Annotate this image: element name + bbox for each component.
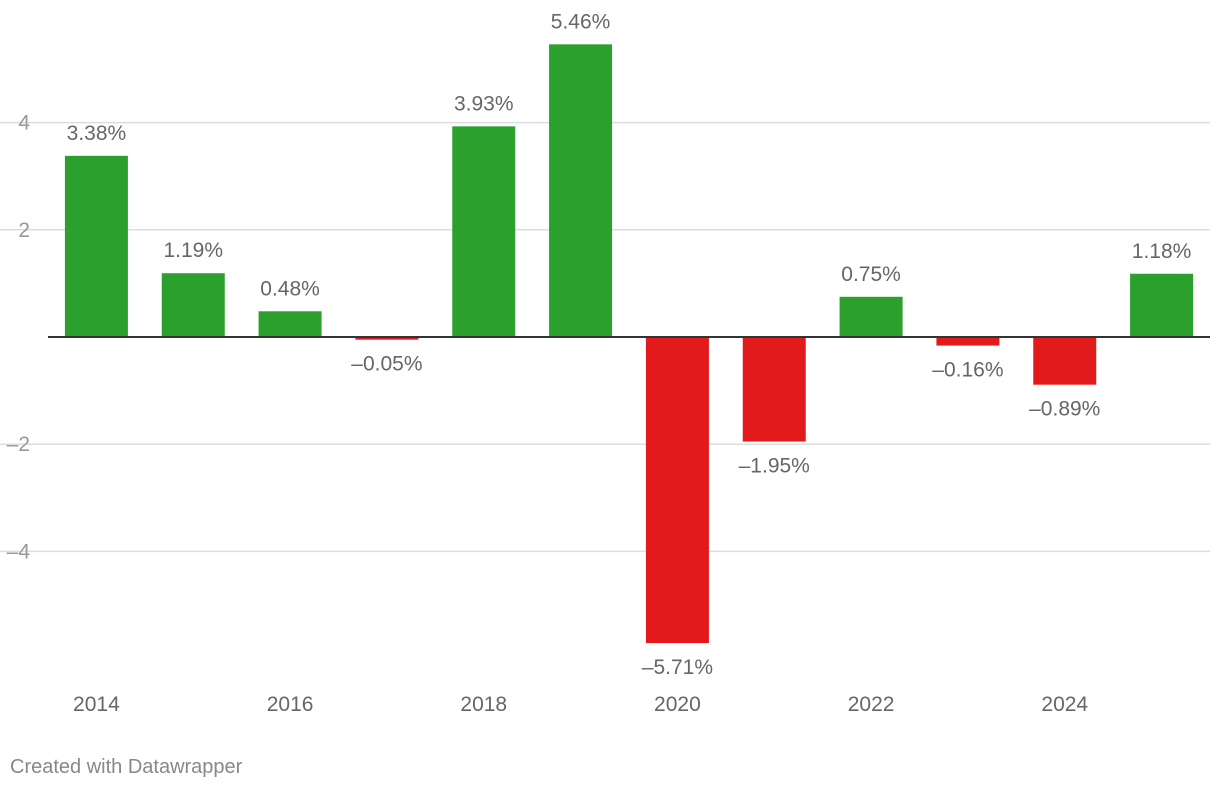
bar bbox=[839, 296, 903, 337]
data-label: –0.16% bbox=[932, 359, 1003, 382]
data-label: 0.48% bbox=[260, 277, 320, 300]
y-tick-label: –4 bbox=[7, 540, 31, 563]
bar bbox=[742, 337, 806, 442]
data-label: 3.93% bbox=[454, 92, 514, 115]
bar bbox=[936, 337, 1000, 346]
bar bbox=[258, 311, 322, 337]
data-label: 0.75% bbox=[841, 263, 901, 286]
data-label: –0.05% bbox=[351, 353, 422, 376]
y-tick-label: –2 bbox=[7, 433, 30, 456]
bar bbox=[1033, 337, 1097, 385]
x-tick-label: 2024 bbox=[1041, 693, 1088, 716]
y-tick-label: 2 bbox=[18, 219, 30, 242]
bar bbox=[355, 337, 419, 340]
data-labels: 3.38% 1.19% 0.48% –0.05% 3.93% 5.46% –5.71% –1.… bbox=[67, 10, 1192, 679]
data-label: 1.19% bbox=[163, 239, 223, 262]
bar bbox=[1130, 273, 1194, 337]
x-axis-ticks: 2014 2016 2018 2020 2022 2024 bbox=[73, 693, 1088, 716]
data-label: 3.38% bbox=[67, 122, 127, 145]
x-tick-label: 2018 bbox=[460, 693, 507, 716]
x-tick-label: 2020 bbox=[654, 693, 701, 716]
data-label: 5.46% bbox=[551, 10, 611, 33]
x-tick-label: 2016 bbox=[267, 693, 314, 716]
bars bbox=[64, 44, 1194, 644]
data-label: 1.18% bbox=[1132, 240, 1192, 263]
bar bbox=[452, 126, 516, 338]
x-tick-label: 2022 bbox=[848, 693, 895, 716]
footer-credit: Created with Datawrapper bbox=[10, 756, 243, 778]
bar bbox=[549, 44, 613, 338]
bar bbox=[161, 273, 225, 337]
y-tick-label: 4 bbox=[18, 112, 30, 135]
bar bbox=[64, 155, 128, 337]
data-label: –5.71% bbox=[642, 656, 713, 679]
bar bbox=[645, 337, 709, 644]
y-axis-ticks: 4 2 –2 –4 bbox=[7, 112, 31, 564]
data-label: –1.95% bbox=[739, 455, 810, 478]
data-label: –0.89% bbox=[1029, 398, 1100, 421]
x-tick-label: 2014 bbox=[73, 693, 120, 716]
